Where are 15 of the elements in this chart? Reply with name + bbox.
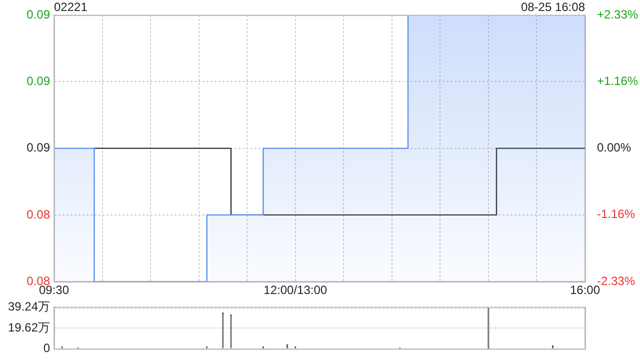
x-tick-label: 16:00 (570, 283, 600, 298)
text: 08-25 16:08 (520, 0, 585, 14)
y-tick-label: 39.24万 (8, 300, 50, 314)
y-tick-label: 0.09 (26, 140, 50, 155)
y-tick-label: 0.09 (26, 7, 50, 22)
y2-tick-label: +1.16% (597, 74, 638, 88)
y-tick-label: 0 (43, 341, 50, 356)
y-tick-label: 19.62万 (8, 320, 50, 334)
y2-tick-label: +2.33% (597, 7, 638, 22)
y2-tick-label: 0.00% (597, 140, 632, 155)
chart-title: 02221 (54, 0, 88, 14)
y-tick-label: 0.09 (26, 74, 50, 88)
y-tick-label: 0.08 (26, 207, 50, 222)
x-tick-label: 12:00/13:00 (264, 283, 328, 298)
y2-tick-label: -1.16% (597, 206, 636, 221)
